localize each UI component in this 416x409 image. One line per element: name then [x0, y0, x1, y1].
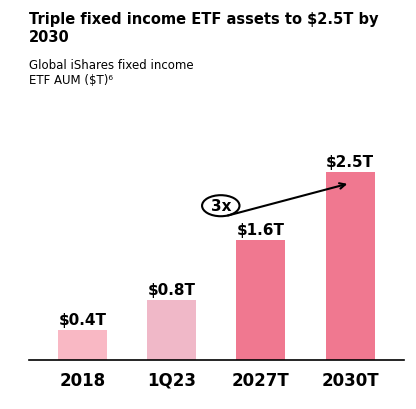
Bar [325, 173, 374, 360]
Text: ETF AUM ($T)⁶: ETF AUM ($T)⁶ [29, 74, 113, 87]
Text: $2.5T: $2.5T [326, 155, 374, 169]
Bar [236, 240, 285, 360]
Text: $0.4T: $0.4T [59, 312, 106, 327]
Text: $1.6T: $1.6T [237, 222, 285, 237]
Text: $0.8T: $0.8T [148, 282, 196, 297]
Text: Global iShares fixed income: Global iShares fixed income [29, 59, 194, 72]
Text: 3x: 3x [210, 199, 231, 213]
Bar [58, 330, 107, 360]
Text: Triple fixed income ETF assets to $2.5T by 2030: Triple fixed income ETF assets to $2.5T … [29, 12, 379, 45]
Bar [147, 300, 196, 360]
